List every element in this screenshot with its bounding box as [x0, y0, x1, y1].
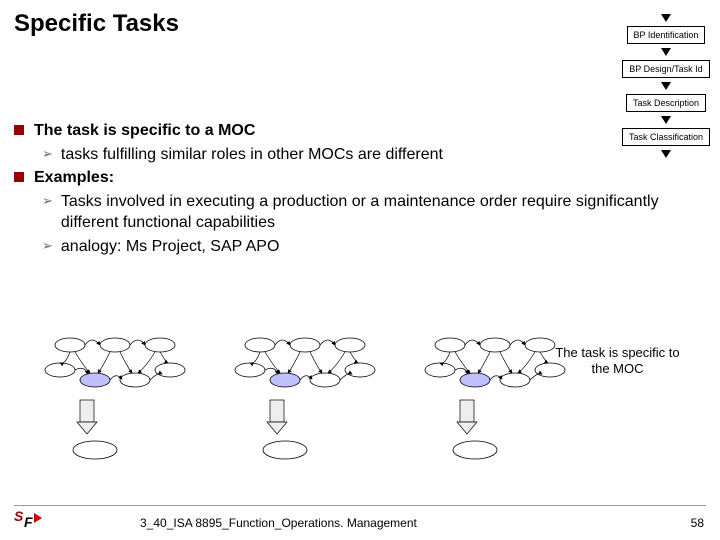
- chevron-bullet-icon: ➢: [42, 238, 53, 254]
- flow-box-bp-design: BP Design/Task Id: [622, 60, 709, 78]
- chevron-bullet-icon: ➢: [42, 146, 53, 162]
- network-diagram-1: [40, 330, 190, 460]
- chevron-bullet-icon: ➢: [42, 193, 53, 209]
- network-diagram-2: [230, 330, 380, 460]
- bullet-text: tasks fulfilling similar roles in other …: [61, 144, 443, 166]
- arrow-down-icon: [661, 48, 671, 56]
- svg-text:F: F: [24, 514, 33, 529]
- bullet-text: Tasks involved in executing a production…: [61, 191, 706, 234]
- footer-logo: S F: [14, 507, 44, 534]
- bullet-level2: ➢ analogy: Ms Project, SAP APO: [42, 236, 706, 258]
- bullet-level2: ➢ Tasks involved in executing a producti…: [42, 191, 706, 234]
- flow-box-bp-identification: BP Identification: [627, 26, 706, 44]
- diagram-callout: The task is specific to the MOC: [545, 345, 690, 376]
- square-bullet-icon: [14, 125, 24, 135]
- footer-divider: [14, 505, 706, 506]
- slide-title: Specific Tasks: [14, 10, 179, 38]
- arrow-down-icon: [661, 14, 671, 22]
- bullet-level1: Examples:: [14, 167, 706, 189]
- footer-page-number: 58: [691, 516, 704, 530]
- bullet-text: The task is specific to a MOC: [34, 120, 255, 142]
- flow-box-task-description: Task Description: [626, 94, 706, 112]
- content-area: The task is specific to a MOC ➢ tasks fu…: [14, 120, 706, 260]
- bullet-level2: ➢ tasks fulfilling similar roles in othe…: [42, 144, 706, 166]
- diagram-row: [40, 330, 570, 460]
- bullet-level1: The task is specific to a MOC: [14, 120, 706, 142]
- svg-text:S: S: [14, 508, 24, 524]
- bullet-text: Examples:: [34, 167, 114, 189]
- bullet-text: analogy: Ms Project, SAP APO: [61, 236, 279, 258]
- square-bullet-icon: [14, 172, 24, 182]
- arrow-down-icon: [661, 82, 671, 90]
- footer-text: 3_40_ISA 8895_Function_Operations. Manag…: [140, 516, 417, 530]
